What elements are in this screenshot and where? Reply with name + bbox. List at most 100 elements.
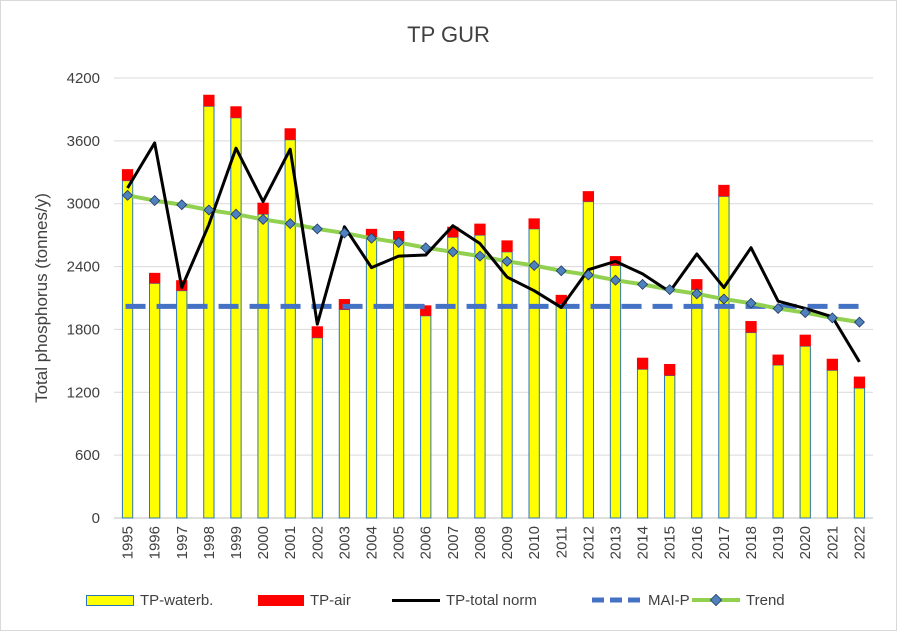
y-tick-label: 3600 xyxy=(67,133,100,150)
bar-air xyxy=(311,326,323,338)
legend-item-trend: Trend xyxy=(692,589,785,611)
bar-air xyxy=(555,294,567,306)
bar-waterb xyxy=(284,139,296,519)
legend-label-total-norm: TP-total norm xyxy=(446,591,537,609)
trend-marker xyxy=(122,189,134,201)
bar-air xyxy=(392,230,405,242)
legend-swatch-waterb xyxy=(86,594,134,606)
bar-waterb xyxy=(636,368,649,519)
trend-marker xyxy=(393,236,405,248)
x-tick-label: 2006 xyxy=(418,526,435,559)
legend-label-air: TP-air xyxy=(310,591,351,609)
x-tick-label: 1999 xyxy=(228,526,245,559)
bar-waterb xyxy=(772,364,784,519)
legend-swatch-air xyxy=(258,594,304,606)
bar-air xyxy=(257,202,269,215)
bar-waterb xyxy=(582,201,595,519)
trend-marker xyxy=(691,288,703,300)
legend-label-waterb: TP-waterb. xyxy=(140,591,214,609)
bar-waterb xyxy=(718,195,730,519)
x-tick-label: 1996 xyxy=(147,526,164,559)
trend-marker xyxy=(718,293,730,305)
trend-marker xyxy=(203,204,215,216)
legend-item-waterb: TP-waterb. xyxy=(86,589,213,611)
y-tick-label: 1200 xyxy=(67,384,100,401)
legend-item-mai-p: MAI-P xyxy=(592,589,690,611)
bar-air xyxy=(447,226,459,238)
x-tick-label: 2014 xyxy=(635,526,652,559)
trend-marker xyxy=(582,269,594,281)
bar-waterb xyxy=(691,289,703,519)
legend-label-mai-p: MAI-P xyxy=(648,591,690,609)
bar-waterb xyxy=(474,234,486,519)
bar-waterb xyxy=(365,238,378,519)
x-tick-label: 2007 xyxy=(445,526,462,559)
bar-air xyxy=(772,354,784,366)
x-tick-label: 2018 xyxy=(743,526,760,559)
x-tick-label: 1995 xyxy=(120,526,137,559)
x-tick-label: 2016 xyxy=(689,526,706,559)
trend-marker xyxy=(745,297,757,309)
trend-marker xyxy=(528,260,540,272)
x-tick-label: 2002 xyxy=(309,526,326,559)
trend-marker xyxy=(664,284,676,296)
x-tick-label: 2003 xyxy=(336,526,353,559)
x-tick-label: 2005 xyxy=(391,526,408,559)
legend-item-total-norm: TP-total norm xyxy=(392,589,537,611)
x-tick-label: 2022 xyxy=(851,526,868,559)
y-tick-label: 600 xyxy=(75,447,100,464)
trend-marker xyxy=(420,242,432,254)
x-tick-label: 2010 xyxy=(526,526,543,559)
x-tick-label: 1998 xyxy=(201,526,218,559)
bar-air xyxy=(203,94,215,107)
trend-marker xyxy=(257,213,269,225)
x-tick-label: 2008 xyxy=(472,526,489,559)
bar-air xyxy=(284,128,296,140)
bar-waterb xyxy=(121,180,134,519)
bar-waterb xyxy=(420,315,432,519)
legend-label-trend: Trend xyxy=(746,591,785,609)
bar-air xyxy=(121,169,134,181)
bar-air xyxy=(799,334,811,347)
bar-air xyxy=(853,376,866,389)
y-tick-label: 1800 xyxy=(67,321,100,338)
bar-air xyxy=(718,184,730,197)
trend-marker xyxy=(366,232,378,244)
trend-marker xyxy=(826,312,838,324)
bar-waterb xyxy=(176,290,188,519)
x-tick-label: 2020 xyxy=(797,526,814,559)
y-tick-label: 4200 xyxy=(67,70,100,87)
bar-waterb xyxy=(664,375,676,519)
trend-marker xyxy=(637,278,649,290)
trend-marker xyxy=(609,274,621,286)
bar-waterb xyxy=(149,282,161,519)
y-tick-label: 0 xyxy=(92,510,100,527)
bar-air xyxy=(474,223,486,236)
x-tick-label: 2012 xyxy=(580,526,597,559)
x-tick-label: 2009 xyxy=(499,526,516,559)
chart-title: TP GUR xyxy=(407,22,490,47)
legend-swatch-trend xyxy=(692,594,740,606)
legend-swatch-mai-p xyxy=(592,597,642,603)
x-tick-label: 2000 xyxy=(255,526,272,559)
y-tick-label: 2400 xyxy=(67,259,100,276)
legend-swatch-total-norm xyxy=(392,598,440,602)
bar-air xyxy=(745,321,757,333)
x-tick-label: 1997 xyxy=(174,526,191,559)
bar-waterb xyxy=(230,117,242,519)
x-tick-label: 2011 xyxy=(553,526,570,558)
trend-marker xyxy=(284,218,296,230)
x-tick-label: 2021 xyxy=(824,526,841,559)
x-tick-label: 2013 xyxy=(607,526,624,559)
bar-waterb xyxy=(203,105,215,519)
bar-air xyxy=(636,357,649,370)
x-tick-label: 2019 xyxy=(770,526,787,559)
legend-item-air: TP-air xyxy=(258,589,351,611)
trend-marker xyxy=(555,265,567,277)
bar-waterb xyxy=(257,213,269,519)
bar-waterb xyxy=(528,228,540,519)
trend-marker xyxy=(338,227,350,239)
trend-marker xyxy=(447,246,459,258)
bar-air xyxy=(664,364,676,376)
